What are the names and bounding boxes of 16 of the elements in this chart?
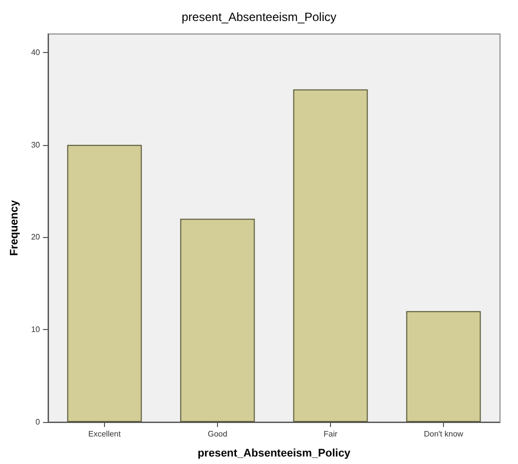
bar [180,218,255,422]
x-tick-label: Don't know [424,430,464,438]
bar [293,89,368,422]
x-tick-label: Excellent [88,430,122,438]
x-tick-label: Fair [324,430,338,438]
y-axis-title: Frequency [8,199,20,256]
y-tick-label: 40 [31,48,41,57]
y-tick-label: 0 [36,418,41,426]
x-tick-label: Good [208,430,228,438]
y-tick-label: 30 [31,140,41,150]
bar [406,311,481,422]
chart-title: present_Absenteeism_Policy [182,10,336,24]
y-tick-label: 10 [31,325,41,334]
x-axis-title: present_Absenteeism_Policy [198,448,352,460]
bar [67,144,142,422]
y-tick-label: 20 [31,232,41,242]
